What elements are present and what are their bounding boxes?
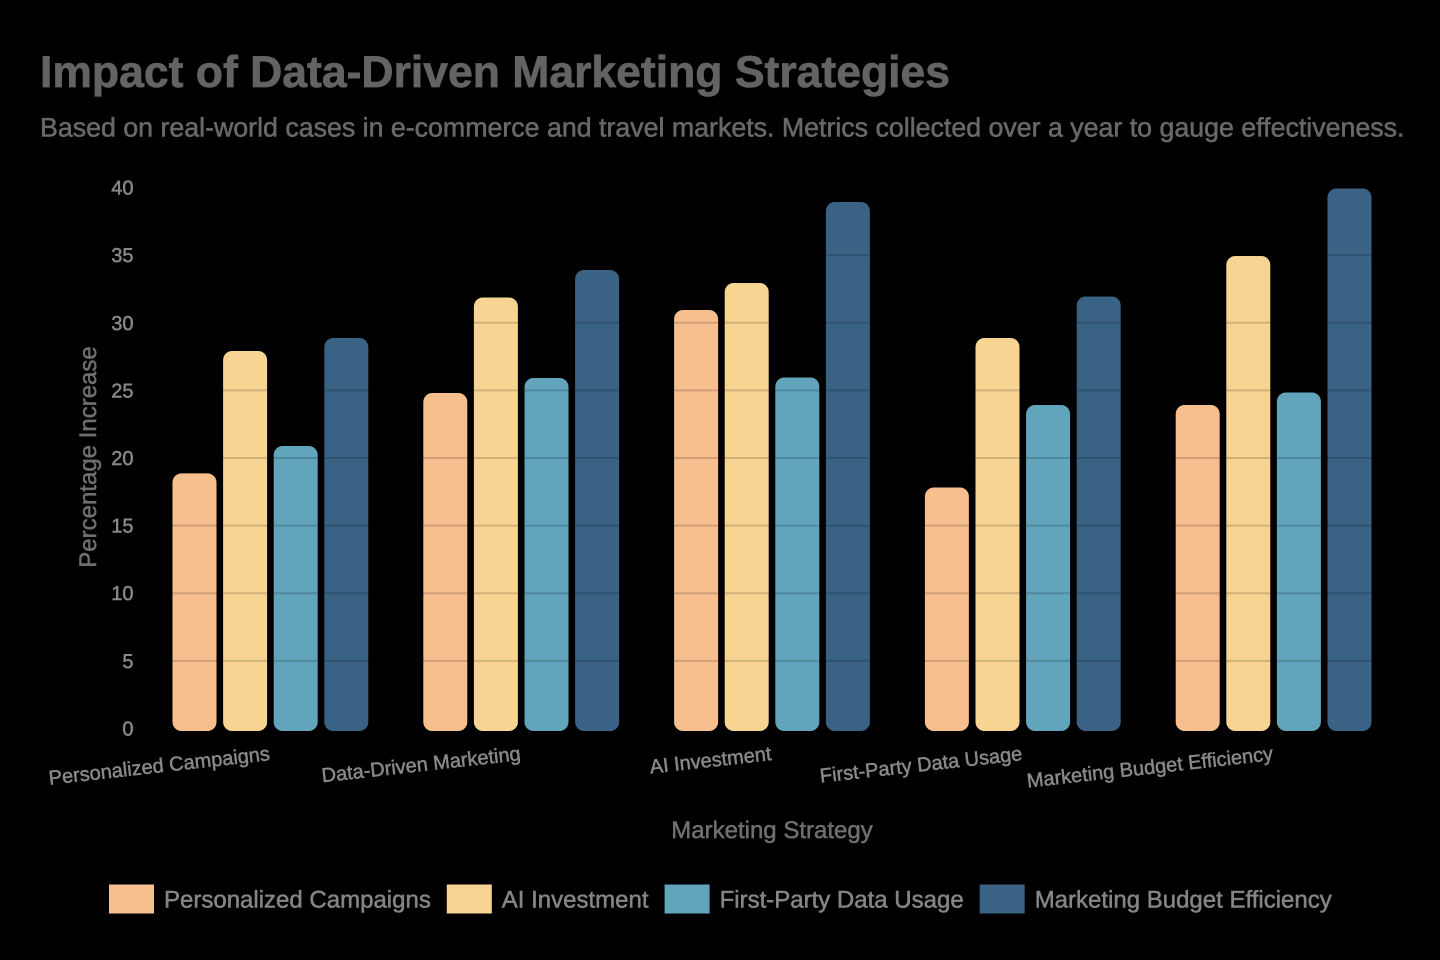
svg-text:20: 20 [111,448,133,470]
svg-text:Based on real-world cases in e: Based on real-world cases in e-commerce … [40,112,1404,142]
svg-text:10: 10 [111,583,133,605]
svg-text:Percentage Increase: Percentage Increase [75,346,102,567]
svg-text:Marketing Budget Efficiency: Marketing Budget Efficiency [1035,887,1332,914]
svg-text:AI Investment: AI Investment [502,887,649,914]
svg-text:Personalized Campaigns: Personalized Campaigns [164,887,431,914]
svg-text:25: 25 [111,380,133,402]
svg-text:5: 5 [122,651,133,673]
svg-text:First-Party Data Usage: First-Party Data Usage [720,887,964,914]
svg-text:40: 40 [111,178,133,200]
svg-text:0: 0 [122,719,133,741]
svg-text:Marketing Strategy: Marketing Strategy [671,817,872,844]
svg-text:35: 35 [111,245,133,267]
svg-text:15: 15 [111,516,133,538]
svg-text:30: 30 [111,313,133,335]
svg-text:Impact of Data-Driven Marketin: Impact of Data-Driven Marketing Strategi… [40,48,950,97]
